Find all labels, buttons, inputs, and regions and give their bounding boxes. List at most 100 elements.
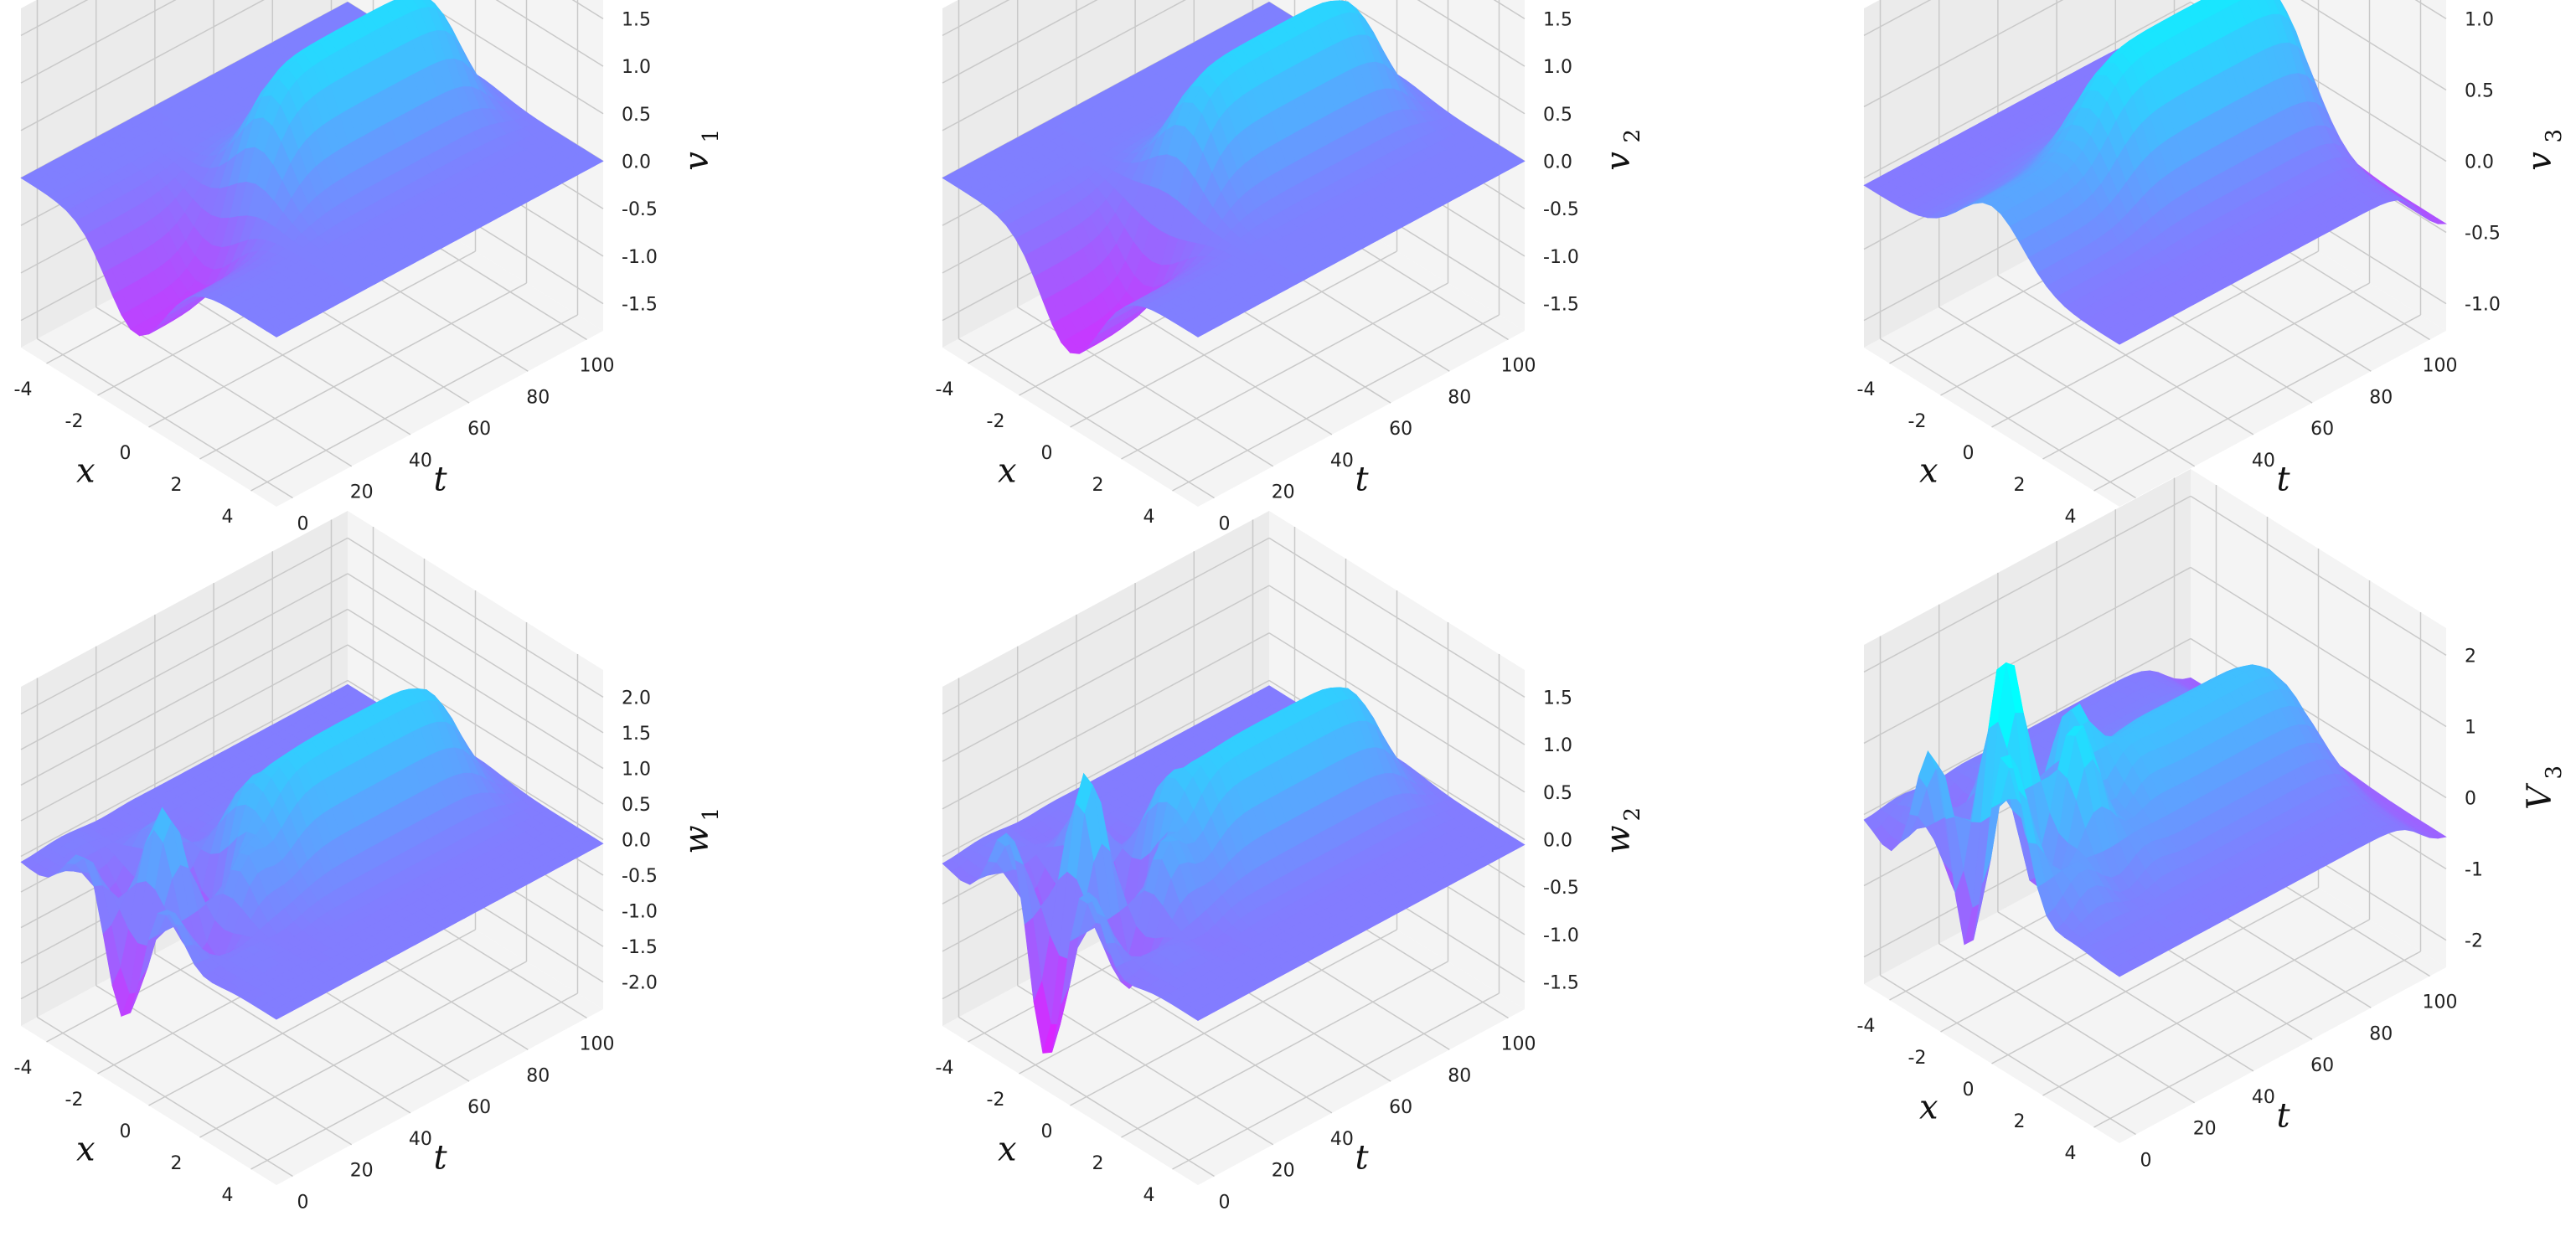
x-tick-label: 0: [120, 1121, 132, 1142]
t-tick-label: 60: [467, 1097, 491, 1118]
z-tick-label: -1.0: [2465, 295, 2501, 316]
gridline-t: [37, 338, 293, 499]
t-tick-label: 40: [409, 451, 432, 472]
x-tick-label: 4: [1143, 507, 1155, 528]
surface: [20, 0, 604, 338]
z-tick-label: -2.0: [622, 973, 658, 994]
t-tick-label: 40: [2252, 451, 2275, 472]
z-axis-label: w1: [678, 807, 724, 854]
t-axis-label: t: [1355, 461, 1369, 499]
z-tick-label: 2.0: [622, 688, 651, 709]
x-axis-label: x: [998, 452, 1017, 491]
z-tick-label: 0.0: [1543, 152, 1572, 173]
z-axis-label: v3: [2521, 129, 2567, 171]
gridline-z: [20, 0, 89, 37]
z-tick-label: -1.0: [622, 247, 658, 268]
x-tick-label: -2: [65, 411, 84, 432]
gridline-x: [2042, 282, 2370, 460]
x-tick-label: 2: [1092, 475, 1104, 496]
z-axis-label-subscript: 1: [699, 807, 724, 822]
gridline-z: [1417, 0, 1525, 67]
t-axis-label: t: [433, 461, 447, 499]
t-tick-label: 80: [2369, 387, 2393, 408]
t-tick-label: 80: [526, 1065, 550, 1086]
t-axis-label: t: [2276, 461, 2290, 499]
gridline-x: [199, 282, 527, 460]
gridline-z: [20, 0, 177, 84]
x-tick-label: 2: [171, 1153, 183, 1174]
x-axis-label: x: [76, 1131, 96, 1169]
z-tick-label: -0.5: [1543, 199, 1579, 220]
x-tick-label: 0: [1041, 443, 1053, 464]
z-tick-label: -1.5: [622, 937, 658, 958]
x-axis-label: x: [76, 452, 96, 491]
gridline-z: [419, 0, 604, 115]
z-axis-label-symbol: w: [678, 825, 716, 853]
x-tick-label: 4: [222, 507, 234, 528]
z-tick-label: -0.5: [622, 866, 658, 887]
gridline-z: [942, 0, 1010, 37]
t-tick-label: 0: [297, 1193, 309, 1214]
gridline-z: [20, 0, 265, 131]
t-tick-label: 100: [1501, 356, 1536, 377]
z-tick-label: 1.5: [622, 724, 651, 745]
gridline-x: [1121, 282, 1448, 460]
z-axis-label-subscript: 2: [1620, 129, 1645, 143]
z-axis-label-subscript: 3: [2542, 129, 2567, 143]
gridline-x: [250, 314, 578, 492]
z-tick-label: -0.5: [622, 199, 658, 220]
gridline-x: [1991, 250, 2319, 428]
z-axis-label: v2: [1599, 129, 1645, 171]
z-tick-label: 1.0: [622, 759, 651, 780]
z-tick-label: 1.0: [1543, 57, 1572, 78]
z-axis-label-symbol: v: [1599, 152, 1638, 171]
x-axis-label: x: [1919, 452, 1938, 491]
z-tick-label: 1.0: [2465, 9, 2494, 30]
t-tick-label: 60: [2310, 419, 2334, 440]
z-tick-label: 1.5: [622, 9, 651, 30]
gridline-z: [1863, 0, 2064, 108]
gridline-t: [1997, 275, 2254, 436]
gridline-x: [2093, 314, 2421, 492]
gridline-t: [1880, 338, 2136, 499]
x-tick-label: -4: [14, 1058, 33, 1079]
x-tick-label: -2: [65, 1090, 84, 1111]
z-tick-label: 0.5: [622, 105, 651, 126]
z-axis-label-subscript: 1: [699, 129, 724, 143]
z-tick-label: 0.0: [622, 152, 651, 173]
z-tick-label: -0.5: [2465, 224, 2501, 245]
t-tick-label: 100: [580, 1034, 615, 1055]
t-tick-label: 40: [409, 1129, 432, 1150]
surface: [942, 0, 1525, 354]
t-tick-label: 60: [1389, 419, 1412, 440]
z-axis-label: v1: [678, 129, 724, 171]
t-tick-label: 20: [350, 482, 374, 503]
surface-patch: [1188, 327, 1207, 338]
gridline-z: [1863, 1, 2191, 179]
x-tick-label: -4: [1857, 379, 1876, 400]
t-tick-label: 0: [297, 514, 309, 535]
t-tick-label: 20: [350, 1161, 374, 1182]
t-tick-label: 80: [1448, 387, 1471, 408]
z-tick-label: -1.0: [622, 902, 658, 923]
gridline-t: [958, 338, 1215, 499]
z-tick-label: -1.5: [1543, 295, 1579, 316]
surface: [1863, 0, 2448, 345]
x-tick-label: 2: [2014, 475, 2026, 496]
gridline-x: [1070, 250, 1397, 428]
z-axis-label-symbol: v: [2521, 152, 2559, 171]
z-tick-label: 0.5: [2465, 80, 2494, 101]
gridline-z: [2300, 0, 2447, 91]
t-tick-label: 60: [467, 419, 491, 440]
gridline-z: [1340, 0, 1525, 115]
z-tick-label: -1.5: [622, 295, 658, 316]
x-tick-label: 4: [2065, 507, 2077, 528]
x-tick-label: -4: [936, 379, 954, 400]
gridline-z: [942, 0, 1186, 131]
x-tick-label: -4: [14, 379, 33, 400]
x-tick-label: 0: [120, 443, 132, 464]
